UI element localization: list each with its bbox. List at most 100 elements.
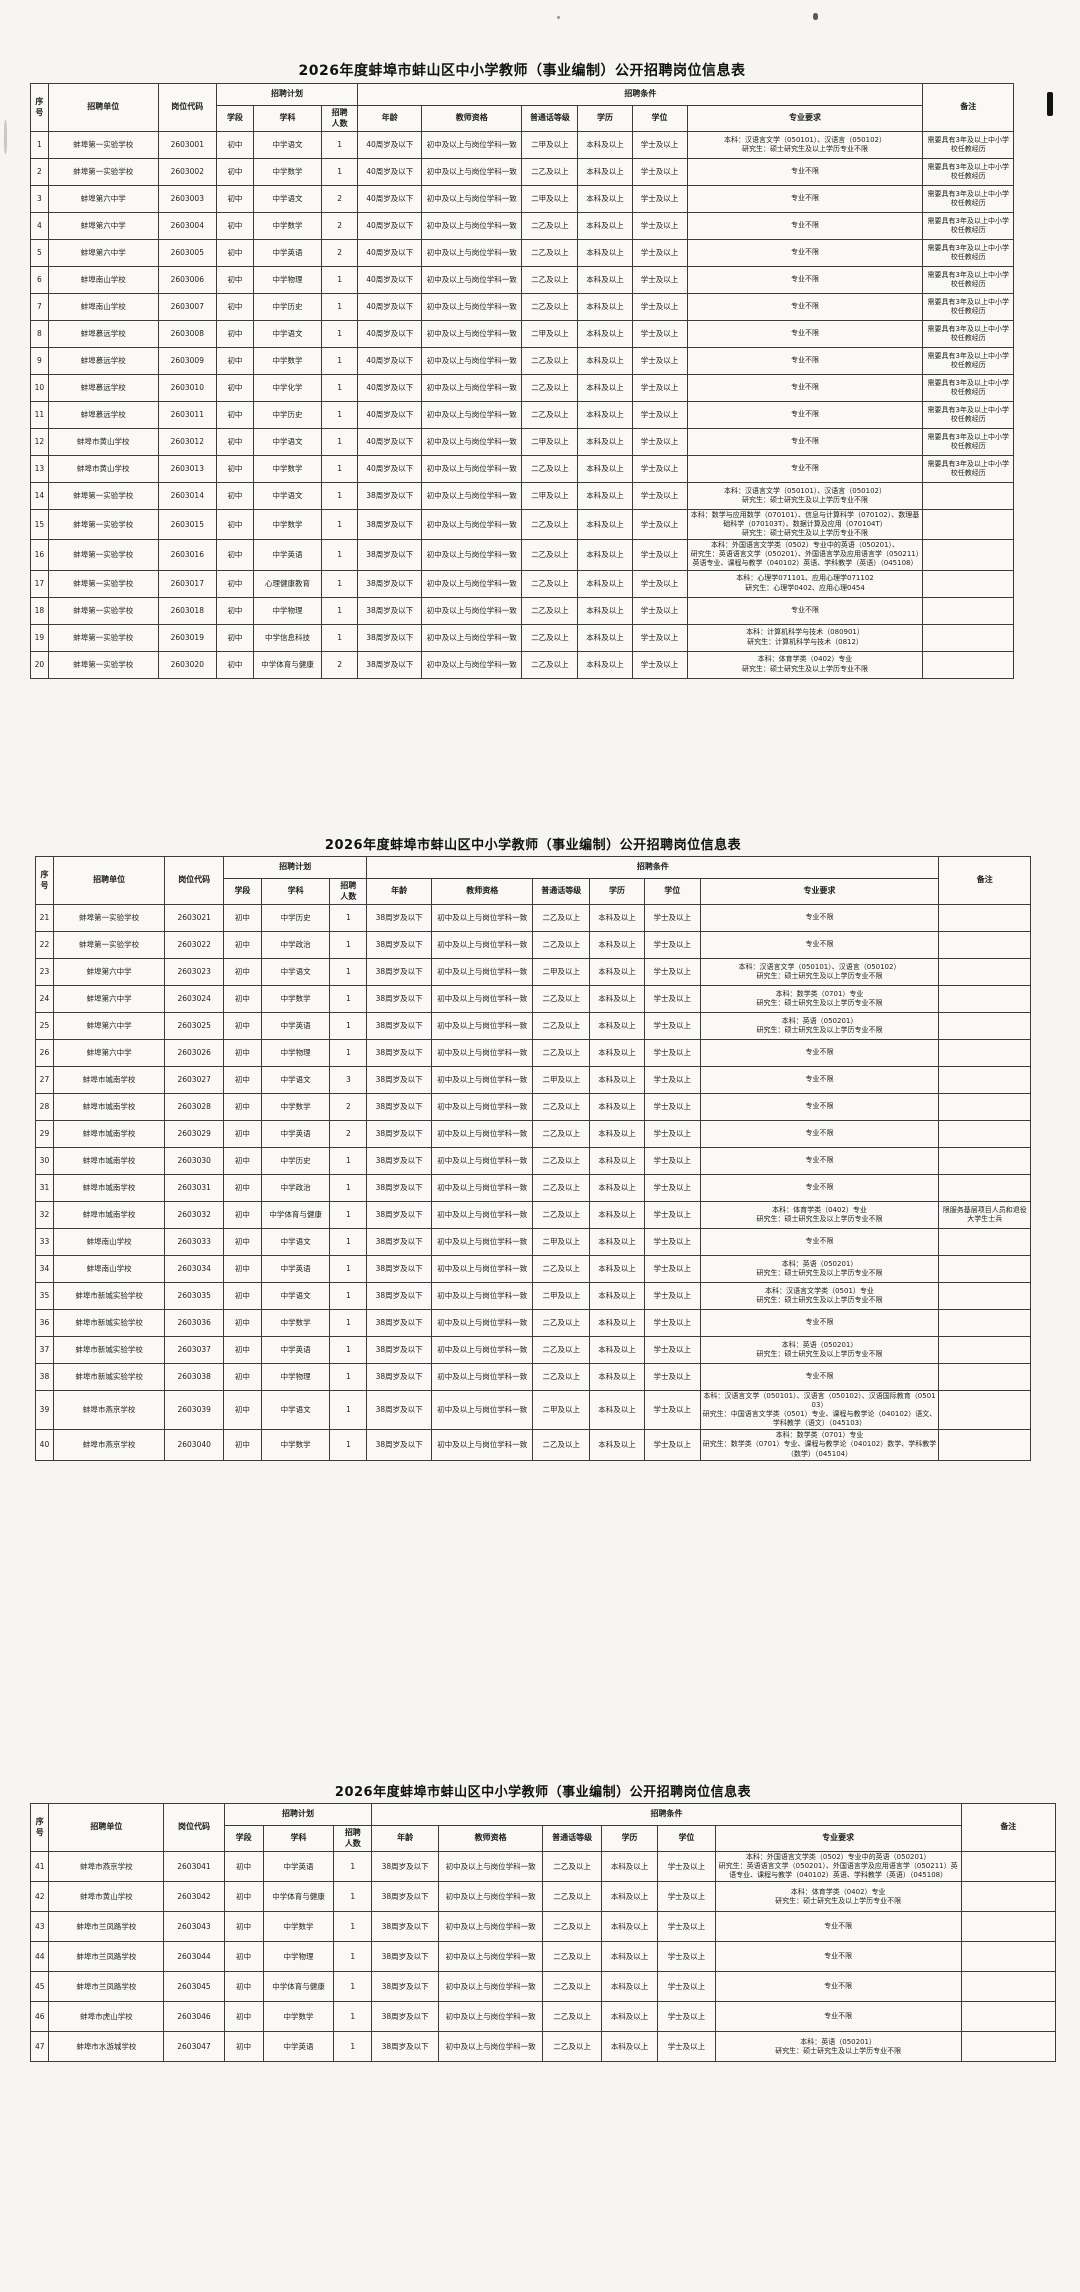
cell-remark [938, 958, 1031, 986]
table-row: 19 蚌埠第一实验学校 2603019 初中 中学信息科技 1 38周岁及以下 初中及以上与岗… [30, 623, 1014, 652]
table-row: 23 蚌埠第六中学 2603023 初中 中学语文 1 38周岁及以下 初中及以上与岗位学科一… [35, 958, 1031, 986]
cell-remark: 需要具有3年及以上中小学校任教经历 [922, 374, 1014, 402]
cell-subject: 中学英语 [260, 1120, 331, 1148]
cell-edu: 本科及以上 [589, 1363, 645, 1391]
cell-remark [922, 623, 1014, 652]
cell-deg: 学士及以上 [643, 1174, 701, 1202]
cell-seq: 22 [35, 931, 54, 959]
cell-code: 2603037 [164, 1336, 225, 1364]
cell-deg: 学士及以上 [643, 1201, 701, 1229]
header-remark: 备注 [922, 83, 1014, 132]
table-row: 30 蚌埠市城南学校 2603030 初中 中学历史 1 38周岁及以下 初中及以上与岗位学科… [35, 1147, 1031, 1175]
cell-remark [938, 1012, 1031, 1040]
cell-code: 2603019 [157, 623, 217, 652]
table-row: 12 蚌埠市黄山学校 2603012 初中 中学语文 1 40周岁及以下 初中及以上与岗位学科… [30, 428, 1014, 456]
cell-subject: 中学历史 [260, 904, 331, 932]
cell-edu: 本科及以上 [589, 1066, 645, 1094]
cell-seq: 13 [30, 455, 49, 483]
cell-cert: 初中及以上与岗位学科一致 [421, 320, 523, 348]
cell-subject: 中学英语 [262, 2031, 335, 2063]
cell-code: 2603013 [157, 455, 217, 483]
cell-count: 1 [329, 1174, 368, 1202]
cell-code: 2603028 [164, 1093, 225, 1121]
cell-stage: 初中 [215, 239, 255, 267]
cell-code: 2603043 [163, 1911, 225, 1943]
cell-pth: 二乙及以上 [532, 1147, 591, 1175]
cell-major: 专业不限 [699, 1363, 940, 1391]
cell-age: 38周岁及以下 [366, 1201, 432, 1229]
cell-edu: 本科及以上 [589, 1282, 645, 1310]
header-cert: 教师资格 [437, 1825, 544, 1852]
cell-deg: 学士及以上 [631, 131, 688, 159]
cell-deg: 学士及以上 [643, 1309, 701, 1337]
table-title: 2026年度蚌埠市蚌山区中小学教师（事业编制）公开招聘岗位信息表 [334, 1785, 752, 1800]
cell-subject: 中学英语 [260, 1012, 331, 1040]
cell-seq: 39 [35, 1389, 54, 1431]
cell-age: 40周岁及以下 [357, 293, 423, 321]
cell-major: 本科：英语（050201） 研究生：硕士研究生及以上学历专业不限 [699, 1255, 940, 1283]
cell-subject: 中学历史 [253, 293, 322, 321]
cell-count: 1 [333, 1911, 373, 1943]
cell-deg: 学士及以上 [643, 931, 701, 959]
cell-unit: 蚌埠第一实验学校 [47, 650, 159, 679]
cell-count: 1 [320, 539, 359, 571]
cell-unit: 蚌埠第一实验学校 [52, 904, 166, 932]
cell-seq: 5 [30, 239, 49, 267]
cell-age: 40周岁及以下 [357, 428, 423, 456]
cell-code: 2603014 [157, 482, 217, 510]
table-row: 39 蚌埠市燕京学校 2603039 初中 中学语文 1 38周岁及以下 初中及以上与岗位学科… [35, 1389, 1031, 1431]
cell-major: 专业不限 [699, 1093, 940, 1121]
cell-subject: 中学英语 [260, 1255, 331, 1283]
cell-code: 2603009 [157, 347, 217, 375]
cell-unit: 蚌埠慕远学校 [47, 401, 159, 429]
cell-code: 2603011 [157, 401, 217, 429]
cell-major: 本科：计算机科学与技术（080901） 研究生：计算机科学与技术（0812） [686, 623, 924, 652]
table-body: 1 蚌埠第一实验学校 2603001 初中 中学语文 1 40周岁及以下 初中及以上与岗位学科… [30, 131, 1014, 679]
cell-remark: 需要具有3年及以上中小学校任教经历 [922, 185, 1014, 213]
scan-edge-mark [1047, 92, 1053, 116]
cell-pth: 二乙及以上 [532, 1309, 591, 1337]
cell-code: 2603003 [157, 185, 217, 213]
cell-edu: 本科及以上 [589, 1093, 645, 1121]
header-cond: 招聘条件 [371, 1803, 962, 1826]
cell-stage: 初中 [215, 401, 255, 429]
cell-count: 1 [333, 1941, 373, 1973]
cell-cert: 初中及以上与岗位学科一致 [430, 1429, 534, 1461]
cell-code: 2603035 [164, 1282, 225, 1310]
cell-edu: 本科及以上 [600, 1941, 659, 1973]
cell-stage: 初中 [215, 374, 255, 402]
cell-cert: 初中及以上与岗位学科一致 [430, 1066, 534, 1094]
cell-unit: 蚌埠第一实验学校 [47, 508, 159, 541]
cell-deg: 学士及以上 [631, 374, 688, 402]
cell-major: 专业不限 [699, 1066, 940, 1094]
scan-speck [813, 13, 818, 20]
cell-code: 2603007 [157, 293, 217, 321]
cell-age: 38周岁及以下 [371, 2001, 439, 2033]
header-stage: 学段 [223, 1825, 264, 1852]
table-row: 5 蚌埠第六中学 2603005 初中 中学英语 2 40周岁及以下 初中及以上与岗位学科一致… [30, 239, 1014, 267]
table-row: 27 蚌埠市城南学校 2603027 初中 中学语文 3 38周岁及以下 初中及以上与岗位学科… [35, 1066, 1031, 1094]
cell-code: 2603010 [157, 374, 217, 402]
cell-stage: 初中 [223, 2001, 264, 2033]
cell-edu: 本科及以上 [577, 508, 633, 541]
cell-code: 2603024 [164, 985, 225, 1013]
cell-pth: 二甲及以上 [532, 1228, 591, 1256]
cell-remark [922, 508, 1014, 541]
cell-pth: 二甲及以上 [521, 185, 579, 213]
cell-major: 专业不限 [686, 596, 924, 625]
cell-code: 2603034 [164, 1255, 225, 1283]
table-row: 44 蚌埠市兰凤路学校 2603044 初中 中学物理 1 38周岁及以下 初中及以上与岗位学… [29, 1941, 1057, 1973]
cell-subject: 中学体育与健康 [262, 1971, 335, 2003]
cell-subject: 中学语文 [260, 958, 331, 986]
recruitment-table-section-2: 2026年度蚌埠市蚌山区中小学教师（事业编制）公开招聘岗位信息表 序号 招聘单位… [35, 834, 1031, 1461]
cell-major: 本科：汉语言文学（050101）、汉语言（050102） 研究生：硕士研究生及以… [686, 131, 924, 159]
cell-deg: 学士及以上 [643, 1093, 701, 1121]
table-row: 31 蚌埠市城南学校 2603031 初中 中学政治 1 38周岁及以下 初中及以上与岗位学科… [35, 1174, 1031, 1202]
cell-stage: 初中 [223, 904, 262, 932]
cell-code: 2603015 [157, 508, 217, 541]
cell-pth: 二乙及以上 [532, 904, 591, 932]
cell-seq: 37 [35, 1336, 54, 1364]
header-major: 专业要求 [686, 105, 924, 132]
cell-major: 专业不限 [686, 239, 924, 267]
cell-subject: 中学数学 [253, 508, 322, 541]
